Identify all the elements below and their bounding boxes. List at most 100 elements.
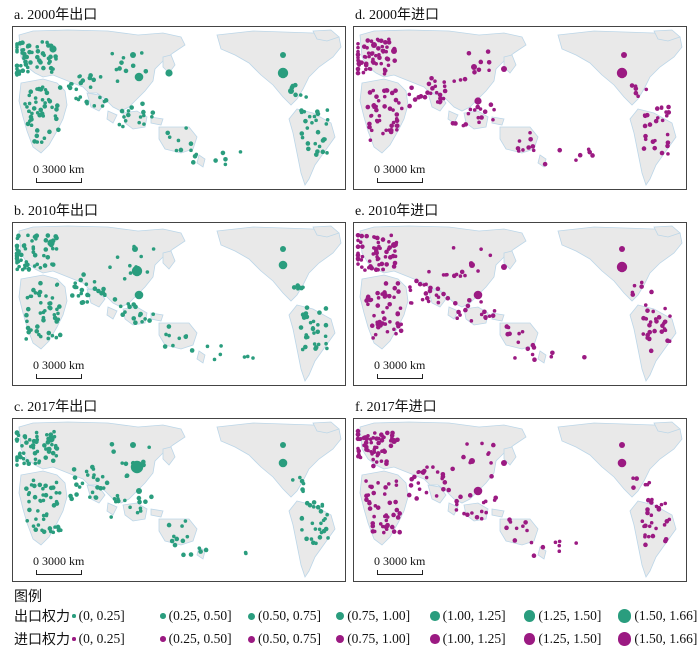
panel-title: f. 2017年进口 (355, 400, 437, 415)
country-power-dot (643, 534, 647, 539)
country-power-dot (376, 452, 381, 457)
country-power-dot (53, 525, 57, 529)
country-power-dot (25, 105, 29, 109)
country-power-dot (360, 265, 364, 269)
country-power-dot (304, 305, 310, 310)
country-power-dot (31, 106, 37, 111)
country-power-dot (654, 319, 659, 324)
country-power-dot (324, 341, 328, 346)
legend-symbol-icon (160, 636, 166, 642)
country-power-dot (74, 492, 79, 497)
country-power-dot (57, 304, 62, 309)
country-power-dot (574, 158, 578, 162)
country-power-dot (15, 49, 19, 54)
country-power-dot (532, 357, 537, 362)
country-power-dot (147, 445, 151, 450)
country-power-dot (135, 510, 140, 515)
country-power-dot (37, 293, 42, 298)
country-power-dot (32, 483, 37, 489)
country-power-dot (479, 312, 484, 317)
country-power-dot (79, 287, 85, 293)
country-power-dot (368, 138, 373, 142)
country-power-dot (314, 118, 318, 123)
country-power-dot (55, 282, 60, 287)
country-power-dot (461, 454, 466, 460)
country-power-dot (647, 322, 652, 328)
country-power-dot (313, 141, 318, 146)
country-power-dot (52, 313, 57, 317)
country-power-dot (663, 501, 668, 506)
country-power-dot (437, 92, 443, 98)
country-power-dot (95, 477, 100, 483)
country-power-dot (553, 540, 558, 545)
country-power-dot (278, 260, 288, 270)
country-power-dot (128, 505, 132, 510)
country-power-dot (652, 328, 657, 334)
country-power-dot (504, 324, 510, 329)
country-power-dot (379, 61, 384, 66)
country-power-dot (189, 348, 195, 353)
country-power-dot (530, 352, 535, 357)
country-power-dot (417, 470, 421, 474)
country-power-dot (303, 344, 308, 350)
land-shape (359, 78, 409, 154)
country-power-dot (57, 85, 63, 90)
country-power-dot (660, 323, 665, 328)
country-power-dot (394, 507, 400, 513)
country-power-dot (164, 332, 168, 337)
legend-row-export: 出口权力 (0, 0.25] (0.25, 0.50] (0.50, 0.75] (0… (14, 605, 700, 627)
country-power-dot (303, 118, 308, 124)
country-power-dot (176, 138, 181, 143)
country-power-dot (423, 291, 429, 296)
country-power-dot (280, 52, 286, 58)
country-power-dot (323, 322, 329, 328)
country-power-dot (177, 336, 182, 341)
country-power-dot (375, 119, 380, 124)
country-power-dot (383, 281, 389, 286)
country-power-dot (205, 344, 210, 349)
country-power-dot (528, 137, 533, 142)
country-power-dot (33, 234, 38, 239)
country-power-dot (165, 69, 173, 77)
country-power-dot (85, 300, 90, 304)
country-power-dot (668, 314, 672, 318)
legend-class-label: (1.50, 1.66] (634, 608, 698, 623)
country-power-dot (356, 58, 360, 63)
country-power-dot (382, 88, 387, 94)
country-power-dot (25, 262, 30, 268)
country-power-dot (41, 513, 46, 518)
country-power-dot (25, 306, 31, 312)
country-power-dot (50, 333, 55, 338)
country-power-dot (492, 309, 497, 313)
country-power-dot (542, 161, 548, 167)
country-power-dot (121, 124, 125, 129)
country-power-dot (479, 300, 483, 304)
country-power-dot (119, 108, 125, 114)
country-power-dot (139, 254, 143, 259)
country-power-dot (33, 457, 38, 462)
country-power-dot (372, 514, 376, 519)
country-power-dot (366, 302, 370, 307)
country-power-dot (407, 103, 412, 109)
land-shape (491, 508, 505, 518)
country-power-dot (379, 323, 383, 328)
country-power-dot (312, 114, 317, 119)
legend-symbol-icon (524, 633, 536, 645)
legend-class-label: (0.75, 1.00] (347, 631, 411, 646)
country-power-dot (376, 440, 381, 446)
country-power-dot (406, 492, 412, 498)
country-power-dot (621, 52, 627, 58)
legend-symbol-icon (72, 614, 76, 618)
country-power-dot (540, 544, 546, 550)
country-power-dot (633, 84, 638, 88)
country-power-dot (98, 95, 102, 100)
country-power-dot (39, 111, 45, 117)
country-power-dot (643, 133, 648, 139)
country-power-dot (27, 438, 32, 442)
country-power-dot (147, 318, 152, 323)
country-power-dot (115, 493, 120, 498)
country-power-dot (88, 85, 93, 90)
country-power-dot (438, 96, 443, 101)
country-power-dot (391, 242, 397, 248)
country-power-dot (304, 314, 310, 320)
